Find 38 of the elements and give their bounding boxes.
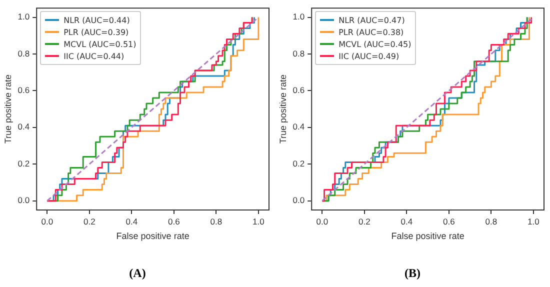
y-tick-label: 0.8 (292, 48, 305, 58)
x-tick-label: 0.6 (168, 216, 180, 226)
x-tick-label: 0.8 (485, 216, 498, 226)
y-tick-label: 0.4 (18, 122, 30, 132)
x-axis-title: False positive rate (116, 231, 190, 242)
legend-label: MCVL (AUC=0.51) (64, 40, 136, 49)
x-tick-label: 0.6 (443, 216, 456, 226)
y-tick-label: 1.0 (18, 12, 30, 22)
x-tick-label: 1.0 (528, 216, 540, 226)
y-tick-label: 0.8 (18, 48, 30, 58)
text: (B) (404, 266, 422, 281)
legend-label: PLR (AUC=0.39) (64, 28, 129, 37)
y-axis-title: True positive rate (2, 74, 13, 144)
x-tick-label: 0.4 (400, 216, 413, 226)
x-tick-label: 0.4 (126, 216, 138, 226)
legend-label: NLR (AUC=0.44) (64, 16, 130, 25)
y-tick-label: 0.6 (292, 85, 305, 96)
y-axis-title: True positive rate (278, 74, 288, 144)
legend-label: IIC (AUC=0.44) (64, 52, 124, 61)
legend-label: PLR (AUC=0.38) (338, 28, 404, 37)
x-tick-label: 1.0 (252, 216, 265, 226)
y-tick-label: 0.4 (292, 122, 305, 132)
y-tick-label: 0.0 (292, 195, 305, 206)
legend-label: MCVL (AUC=0.45) (338, 40, 412, 49)
x-tick-label: 0.8 (210, 216, 222, 226)
x-tick-label: 0.2 (84, 216, 96, 226)
x-tick-label: 0.0 (316, 216, 328, 226)
text: (A) (128, 266, 147, 281)
x-axis-title: False positive rate (391, 231, 464, 242)
y-tick-label: 0.0 (18, 195, 30, 206)
y-tick-label: 0.2 (18, 158, 30, 168)
y-tick-label: 0.2 (292, 158, 305, 168)
y-tick-label: 0.6 (18, 85, 30, 96)
x-tick-label: 0.0 (41, 216, 54, 226)
y-tick-label: 1.0 (292, 12, 305, 22)
legend-label: NLR (AUC=0.47) (338, 16, 405, 25)
x-tick-label: 0.2 (358, 216, 371, 226)
legend-label: IIC (AUC=0.49) (338, 52, 400, 61)
